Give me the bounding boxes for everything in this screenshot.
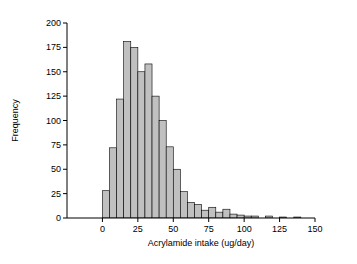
y-tick xyxy=(63,193,67,194)
bar xyxy=(223,209,230,218)
y-tick-label: 200 xyxy=(46,18,61,28)
y-tick-label: 50 xyxy=(51,164,61,174)
bar xyxy=(180,192,187,218)
bar xyxy=(117,99,124,218)
x-tick xyxy=(137,218,138,222)
bar xyxy=(209,207,216,218)
x-tick-label: 125 xyxy=(272,224,287,234)
x-tick-label: 100 xyxy=(237,224,252,234)
x-tick xyxy=(173,218,174,222)
x-axis xyxy=(67,218,315,219)
y-tick-label: 0 xyxy=(56,213,61,223)
y-axis-label: Frequency xyxy=(10,99,20,142)
y-tick xyxy=(63,96,67,97)
x-tick xyxy=(208,218,209,222)
y-tick-label: 100 xyxy=(46,116,61,126)
bar xyxy=(195,204,202,218)
y-tick xyxy=(63,47,67,48)
y-tick xyxy=(63,71,67,72)
x-tick-label: 150 xyxy=(307,224,322,234)
bar xyxy=(145,64,152,218)
bar xyxy=(230,214,237,218)
y-tick xyxy=(63,120,67,121)
bar xyxy=(102,191,109,218)
bar xyxy=(166,147,173,218)
x-tick-label: 25 xyxy=(133,224,143,234)
bar xyxy=(216,212,223,218)
bar xyxy=(110,148,117,218)
x-tick xyxy=(102,218,103,222)
bar xyxy=(159,121,166,219)
y-tick-label: 75 xyxy=(51,140,61,150)
x-tick-label: 0 xyxy=(100,224,105,234)
x-tick-label: 50 xyxy=(168,224,178,234)
chart: 0 25 50 75 100 125 150 0 25 50 75 100 125 150 175 200 Ac… xyxy=(0,0,357,264)
y-tick-label: 150 xyxy=(46,67,61,77)
x-tick xyxy=(244,218,245,222)
bar xyxy=(124,42,131,218)
bars xyxy=(102,42,300,218)
bar xyxy=(152,96,159,218)
bar xyxy=(173,169,180,218)
y-tick-label: 25 xyxy=(51,189,61,199)
x-tick-label: 75 xyxy=(204,224,214,234)
bar xyxy=(202,210,209,218)
bar xyxy=(187,202,194,218)
y-tick xyxy=(63,144,67,145)
x-axis-label: Acrylamide intake (ug/day) xyxy=(148,238,255,248)
y-tick-label: 125 xyxy=(46,91,61,101)
x-tick xyxy=(279,218,280,222)
y-tick xyxy=(63,169,67,170)
y-tick xyxy=(63,23,67,24)
y-tick-label: 175 xyxy=(46,42,61,52)
x-tick xyxy=(315,218,316,222)
y-tick xyxy=(63,218,67,219)
bar xyxy=(138,72,145,218)
bar xyxy=(131,47,138,218)
